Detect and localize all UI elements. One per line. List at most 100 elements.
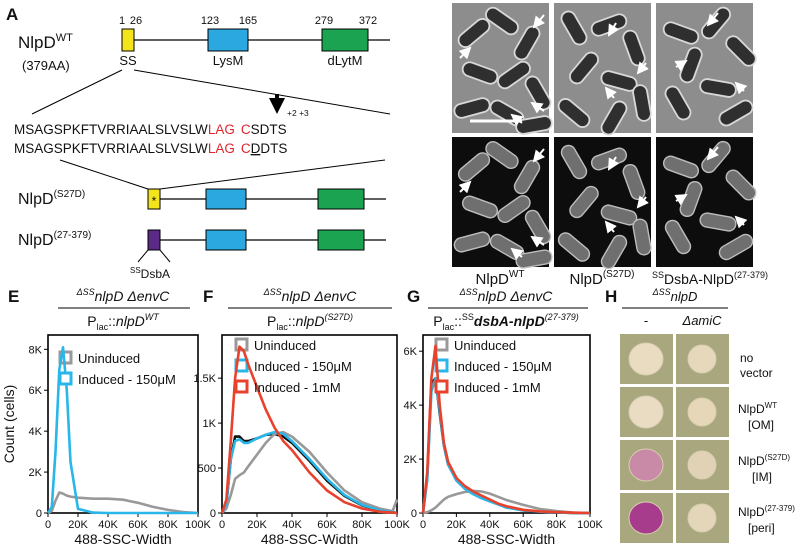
plus2: +2 bbox=[287, 108, 297, 118]
row-label: no bbox=[740, 351, 754, 365]
s: nlpD bbox=[296, 313, 325, 329]
row-label: [IM] bbox=[752, 470, 772, 484]
y-tick-label: 0 bbox=[411, 508, 417, 520]
legend-label: Uninduced bbox=[254, 338, 316, 353]
legend-label: Induced - 150μM bbox=[254, 359, 352, 374]
x-tick-label: 20K bbox=[247, 519, 267, 531]
cell bbox=[453, 231, 491, 253]
sup: ΔSS bbox=[76, 287, 95, 297]
seq: DTS bbox=[260, 141, 287, 156]
colony bbox=[628, 342, 664, 376]
cell bbox=[718, 233, 754, 261]
dsba-box bbox=[147, 229, 161, 251]
lysm-box bbox=[205, 229, 247, 251]
cell bbox=[557, 98, 591, 128]
position: 26 bbox=[130, 15, 142, 27]
arrow bbox=[706, 12, 720, 27]
s: dsbA-nlpD bbox=[474, 313, 545, 329]
arrow bbox=[734, 81, 748, 95]
sup: WT bbox=[765, 401, 778, 410]
y-tick-label: 6K bbox=[29, 385, 43, 397]
x-tick-label: 0 bbox=[45, 519, 51, 531]
legend-swatch bbox=[434, 337, 449, 352]
arrow bbox=[636, 195, 649, 209]
column-label: - bbox=[644, 313, 648, 328]
protein-name: NlpDWT bbox=[18, 32, 73, 52]
arrow bbox=[530, 235, 545, 248]
sequence: MSAGSPKFTVRRIAALSLVSLWLAG CDDTS bbox=[14, 141, 287, 156]
series-line bbox=[421, 376, 591, 515]
x-tick-label: 0 bbox=[420, 519, 426, 531]
panel-label: H bbox=[605, 287, 617, 306]
cell bbox=[524, 75, 552, 111]
zoom-line bbox=[59, 159, 149, 190]
s: lac bbox=[276, 322, 288, 332]
cell bbox=[632, 84, 652, 122]
lysm-box bbox=[205, 188, 247, 210]
x-axis-label: 488-SSC-Width bbox=[74, 531, 171, 547]
arrow bbox=[607, 156, 620, 171]
zoom-line bbox=[159, 159, 386, 190]
arrow bbox=[458, 180, 472, 194]
legend-label: Induced - 1mM bbox=[254, 380, 341, 395]
cell bbox=[557, 232, 591, 262]
name: NlpD bbox=[738, 505, 765, 519]
sequence: MSAGSPKFTVRRIAALSLVSLWLAG CSDTS bbox=[14, 122, 287, 137]
s: SS bbox=[462, 312, 474, 322]
cell bbox=[515, 115, 553, 135]
cleavage-label: +2 +3 bbox=[287, 108, 309, 118]
mutation-mark: * bbox=[152, 194, 157, 208]
cell bbox=[662, 21, 700, 45]
row-label: NlpD(S27D) bbox=[738, 453, 790, 468]
micrograph bbox=[656, 137, 757, 267]
dlytm-box bbox=[317, 229, 365, 251]
sup: SS bbox=[130, 266, 141, 275]
micrograph bbox=[452, 137, 553, 269]
sup: (S27D) bbox=[765, 453, 791, 462]
seq-mut: D bbox=[251, 141, 261, 156]
arrow bbox=[532, 14, 546, 29]
x-tick-label: 0 bbox=[219, 519, 225, 531]
micrograph bbox=[554, 137, 652, 270]
s: WT bbox=[145, 312, 160, 322]
lysm-box bbox=[207, 28, 249, 52]
panel-label: G bbox=[407, 287, 420, 306]
x-tick-label: 60K bbox=[317, 519, 337, 531]
colony bbox=[687, 344, 717, 374]
x-tick-label: 80K bbox=[158, 519, 178, 531]
caption: SSDsbA-NlpD(27-379) bbox=[652, 270, 768, 287]
x-tick-label: 60K bbox=[513, 519, 533, 531]
x-axis-label: 488-SSC-Width bbox=[458, 531, 555, 547]
chart-title: ΔSSnlpD ΔenvC bbox=[263, 287, 358, 304]
colony bbox=[687, 450, 717, 480]
length: (379AA) bbox=[22, 58, 70, 73]
y-tick-label: 1K bbox=[203, 418, 217, 430]
colony bbox=[687, 503, 717, 533]
cell bbox=[515, 249, 553, 269]
cell bbox=[461, 61, 499, 85]
panel-label: E bbox=[8, 287, 19, 306]
header: nlpD bbox=[671, 289, 698, 304]
position: 372 bbox=[359, 15, 377, 27]
cell bbox=[664, 85, 692, 121]
seq-red: C bbox=[241, 122, 251, 137]
cell bbox=[725, 169, 757, 201]
s: :: bbox=[288, 313, 296, 329]
name: NlpD bbox=[569, 271, 603, 288]
x-tick-label: 80K bbox=[547, 519, 567, 531]
colony bbox=[687, 397, 717, 427]
arrow bbox=[458, 46, 472, 60]
colony bbox=[628, 501, 664, 535]
y-tick-label: 4K bbox=[404, 400, 418, 412]
plot-frame bbox=[422, 334, 591, 514]
series-line bbox=[421, 376, 591, 515]
seq: MSAGSPKFTVRRIAALSLVSLW bbox=[14, 141, 208, 156]
sup: ΔSS bbox=[263, 287, 282, 297]
domain-diagram: NlpDWT (379AA) 1 26 123 165 279 372 SS L… bbox=[14, 15, 391, 281]
sup: (27-379) bbox=[734, 270, 768, 280]
name: NlpD bbox=[738, 454, 765, 468]
x-tick-label: 100K bbox=[577, 519, 603, 531]
cell bbox=[560, 144, 588, 180]
